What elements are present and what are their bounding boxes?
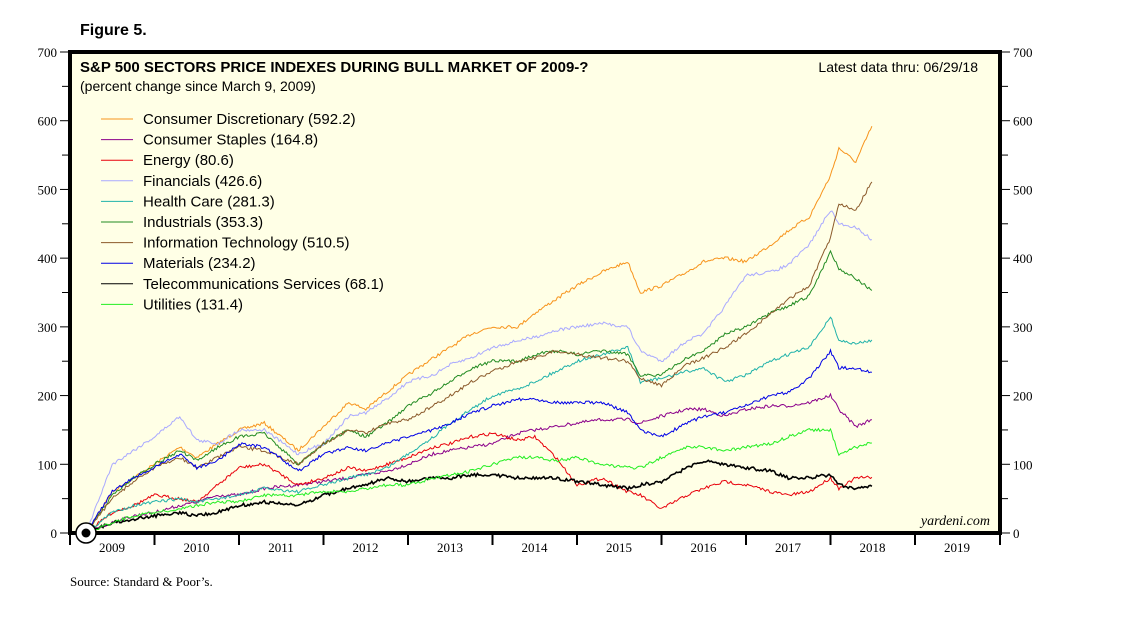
series-line-information-technology: [85, 181, 873, 534]
start-marker: [75, 522, 97, 544]
series-line-consumer-staples: [85, 392, 873, 534]
x-tick-label: 2016: [691, 540, 718, 555]
x-tick-label: 2014: [522, 540, 549, 555]
chart-subtitle: (percent change since March 9, 2009): [80, 78, 316, 94]
x-tick-label: 2018: [860, 540, 886, 555]
y-tick-label-left: 500: [38, 182, 58, 197]
x-tick-label: 2015: [606, 540, 632, 555]
series-line-materials: [85, 348, 872, 534]
legend-label: Information Technology (510.5): [143, 235, 350, 252]
x-tick-label: 2013: [437, 540, 463, 555]
series-line-utilities: [85, 427, 872, 534]
legend-label: Utilities (131.4): [143, 296, 243, 313]
series-line-industrials: [85, 249, 873, 534]
y-axis-right: 0 100 200 300 400 500 600 700: [1000, 45, 1033, 541]
legend-label: Financials (426.6): [143, 173, 262, 190]
y-tick-label-left: 700: [38, 45, 58, 60]
legend: Consumer Discretionary (592.2) Consumer S…: [101, 111, 384, 313]
legend-item: Materials (234.2): [101, 255, 256, 272]
y-tick-label-right: 300: [1013, 320, 1033, 335]
y-tick-label-right: 0: [1013, 526, 1020, 541]
series-layer: [85, 126, 873, 534]
source-note: Source: Standard & Poor’s.: [70, 574, 213, 589]
legend-label: Energy (80.6): [143, 152, 234, 169]
y-tick-label-right: 600: [1013, 114, 1033, 129]
legend-item: Information Technology (510.5): [101, 235, 350, 252]
y-tick-label-right: 500: [1013, 182, 1033, 197]
start-marker-dot: [81, 528, 91, 538]
y-tick-label-right: 700: [1013, 45, 1033, 60]
legend-item: Industrials (353.3): [101, 214, 263, 231]
y-tick-label-left: 100: [38, 457, 58, 472]
x-tick-label: 2010: [184, 540, 210, 555]
x-tick-label: 2011: [268, 540, 294, 555]
x-tick-label: 2019: [944, 540, 970, 555]
series-line-financials: [85, 210, 872, 534]
figure-label: Figure 5.: [80, 22, 147, 39]
x-tick-label: 2017: [775, 540, 802, 555]
series-line-health-care: [85, 316, 873, 534]
series-line-telecommunications-services: [85, 459, 873, 534]
legend-label: Health Care (281.3): [143, 193, 275, 210]
chart-title: S&P 500 SECTORS PRICE INDEXES DURING BUL…: [80, 59, 588, 76]
latest-data-annotation: Latest data thru: 06/29/18: [818, 59, 978, 75]
y-tick-label-right: 200: [1013, 389, 1033, 404]
y-tick-label-left: 200: [38, 389, 58, 404]
legend-item: Consumer Staples (164.8): [101, 132, 318, 149]
y-tick-label-left: 400: [38, 251, 58, 266]
legend-item: Consumer Discretionary (592.2): [101, 111, 356, 128]
x-axis: 2009 2010 2011 2012 2013 2014 2015 2016 2017 2018…: [69, 533, 1001, 555]
legend-label: Materials (234.2): [143, 255, 256, 272]
legend-item: Utilities (131.4): [101, 296, 243, 313]
y-tick-label-right: 400: [1013, 251, 1033, 266]
y-tick-label-left: 0: [51, 526, 58, 541]
legend-item: Financials (426.6): [101, 173, 262, 190]
y-tick-label-left: 300: [38, 320, 58, 335]
legend-label: Industrials (353.3): [143, 214, 263, 231]
y-tick-label-left: 600: [38, 114, 58, 129]
legend-label: Telecommunications Services (68.1): [143, 276, 384, 293]
x-tick-label: 2012: [353, 540, 379, 555]
x-tick-label: 2009: [99, 540, 125, 555]
legend-item: Telecommunications Services (68.1): [101, 276, 384, 293]
legend-label: Consumer Discretionary (592.2): [143, 111, 356, 128]
y-tick-label-right: 100: [1013, 457, 1033, 472]
series-line-consumer-discretionary: [85, 126, 873, 534]
y-axis-left: 0 100 200 300 400 500 600 700: [38, 45, 70, 541]
legend-item: Health Care (281.3): [101, 193, 275, 210]
series-line-energy: [85, 432, 873, 534]
watermark: yardeni.com: [919, 514, 990, 529]
legend-item: Energy (80.6): [101, 152, 234, 169]
legend-label: Consumer Staples (164.8): [143, 132, 318, 149]
